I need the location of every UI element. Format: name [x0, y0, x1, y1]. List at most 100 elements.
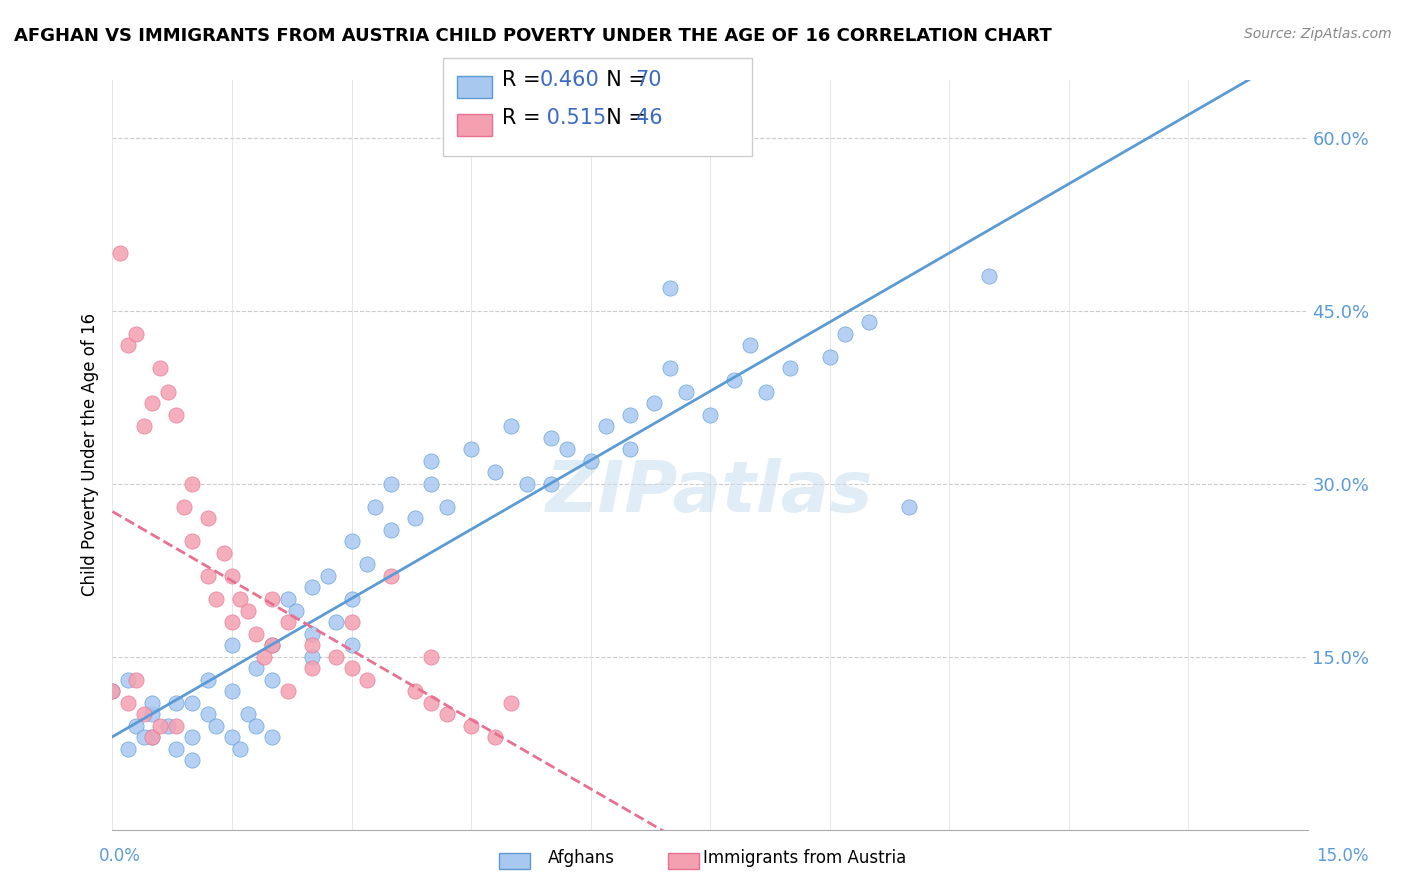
Point: [117, 742, 139, 756]
Point: [173, 500, 195, 514]
Point: [977, 269, 1000, 284]
Text: 70: 70: [636, 70, 662, 90]
Text: AFGHAN VS IMMIGRANTS FROM AUSTRIA CHILD POVERTY UNDER THE AGE OF 16 CORRELATION : AFGHAN VS IMMIGRANTS FROM AUSTRIA CHILD …: [14, 27, 1052, 45]
Point: [484, 465, 506, 479]
Point: [165, 742, 187, 756]
Point: [540, 476, 562, 491]
Text: R =: R =: [502, 70, 547, 90]
Text: ZIPatlas: ZIPatlas: [547, 458, 873, 527]
Point: [420, 453, 443, 467]
Point: [117, 696, 139, 710]
Point: [149, 719, 172, 733]
Point: [205, 592, 228, 607]
Point: [301, 638, 323, 652]
Point: [245, 626, 267, 640]
Point: [197, 673, 219, 687]
Point: [301, 649, 323, 664]
Point: [253, 649, 276, 664]
Point: [141, 396, 163, 410]
Point: [540, 431, 562, 445]
Point: [221, 638, 243, 652]
Point: [380, 569, 402, 583]
Point: [619, 442, 641, 457]
Point: [643, 396, 665, 410]
Text: Immigrants from Austria: Immigrants from Austria: [703, 849, 907, 867]
Text: 0.460: 0.460: [540, 70, 599, 90]
Point: [356, 673, 378, 687]
Point: [101, 684, 124, 698]
Point: [134, 707, 156, 722]
Point: [340, 638, 363, 652]
Text: 46: 46: [636, 108, 662, 128]
Point: [197, 511, 219, 525]
Point: [420, 696, 443, 710]
Point: [141, 731, 163, 745]
Point: [675, 384, 697, 399]
Point: [404, 684, 426, 698]
Point: [260, 638, 283, 652]
Point: [595, 419, 617, 434]
Point: [436, 707, 458, 722]
Point: [221, 731, 243, 745]
Point: [516, 476, 538, 491]
Point: [236, 603, 259, 617]
Point: [205, 719, 228, 733]
Point: [659, 361, 682, 376]
Point: [260, 673, 283, 687]
Point: [229, 742, 252, 756]
Point: [699, 408, 721, 422]
Point: [134, 419, 156, 434]
Point: [141, 696, 163, 710]
Point: [301, 626, 323, 640]
Point: [659, 281, 682, 295]
Point: [277, 684, 299, 698]
Point: [460, 719, 482, 733]
Point: [284, 603, 307, 617]
Point: [181, 534, 204, 549]
Text: N =: N =: [593, 70, 652, 90]
Point: [181, 476, 204, 491]
Point: [245, 661, 267, 675]
Point: [619, 408, 641, 422]
Point: [134, 731, 156, 745]
Point: [229, 592, 252, 607]
Point: [221, 684, 243, 698]
Point: [181, 696, 204, 710]
Point: [212, 546, 235, 560]
Text: 15.0%: 15.0%: [1316, 847, 1369, 864]
Point: [197, 707, 219, 722]
Point: [499, 696, 522, 710]
Point: [356, 558, 378, 572]
Point: [834, 326, 856, 341]
Point: [125, 673, 148, 687]
Point: [149, 361, 172, 376]
Point: [316, 569, 339, 583]
Point: [101, 684, 124, 698]
Text: R =: R =: [502, 108, 547, 128]
Text: 0.515: 0.515: [540, 108, 606, 128]
Point: [197, 569, 219, 583]
Point: [579, 453, 602, 467]
Point: [723, 373, 745, 387]
Point: [110, 246, 132, 260]
Point: [420, 476, 443, 491]
Point: [181, 753, 204, 767]
Point: [125, 719, 148, 733]
Point: [221, 615, 243, 629]
Text: N =: N =: [593, 108, 652, 128]
Point: [484, 731, 506, 745]
Point: [117, 338, 139, 352]
Point: [499, 419, 522, 434]
Text: Afghans: Afghans: [548, 849, 616, 867]
Point: [755, 384, 778, 399]
Point: [277, 592, 299, 607]
Point: [404, 511, 426, 525]
Point: [277, 615, 299, 629]
Point: [818, 350, 841, 364]
Point: [436, 500, 458, 514]
Point: [555, 442, 578, 457]
Point: [301, 661, 323, 675]
Point: [340, 534, 363, 549]
Point: [420, 649, 443, 664]
Point: [165, 696, 187, 710]
